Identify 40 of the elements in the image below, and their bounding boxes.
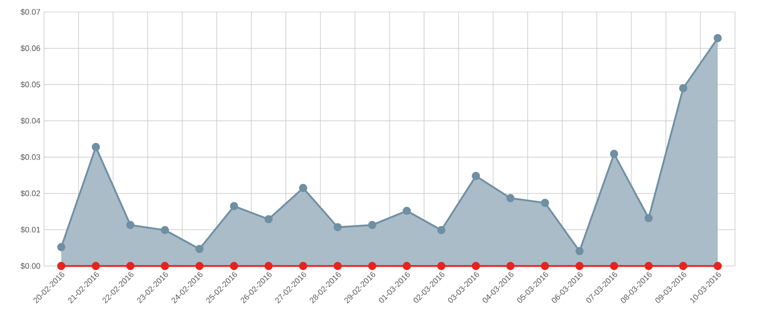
point	[264, 262, 273, 270]
point	[575, 262, 584, 270]
point	[540, 198, 550, 207]
point	[714, 262, 722, 270]
point	[575, 247, 584, 256]
point	[230, 202, 238, 210]
point	[264, 215, 273, 224]
point	[334, 262, 342, 270]
point	[92, 142, 100, 152]
point	[126, 262, 134, 270]
point	[506, 194, 515, 202]
point	[644, 214, 653, 222]
point	[195, 244, 204, 254]
point	[368, 220, 376, 230]
point	[334, 223, 342, 232]
point	[472, 262, 480, 270]
point	[402, 262, 411, 270]
point	[437, 226, 446, 234]
point	[402, 206, 411, 215]
point	[714, 34, 722, 42]
point	[195, 262, 204, 270]
point	[160, 226, 170, 234]
point	[679, 262, 688, 270]
point	[610, 150, 618, 158]
point	[57, 243, 66, 252]
point	[679, 84, 688, 92]
point	[230, 262, 238, 270]
point	[160, 262, 170, 270]
point	[437, 262, 446, 270]
point	[126, 220, 134, 230]
point	[506, 262, 515, 270]
point	[299, 184, 308, 192]
point	[540, 262, 550, 270]
point	[610, 262, 618, 270]
point	[368, 262, 376, 270]
point	[57, 262, 66, 270]
point	[92, 262, 100, 270]
point	[299, 262, 308, 270]
point	[472, 172, 480, 180]
point	[644, 262, 653, 270]
